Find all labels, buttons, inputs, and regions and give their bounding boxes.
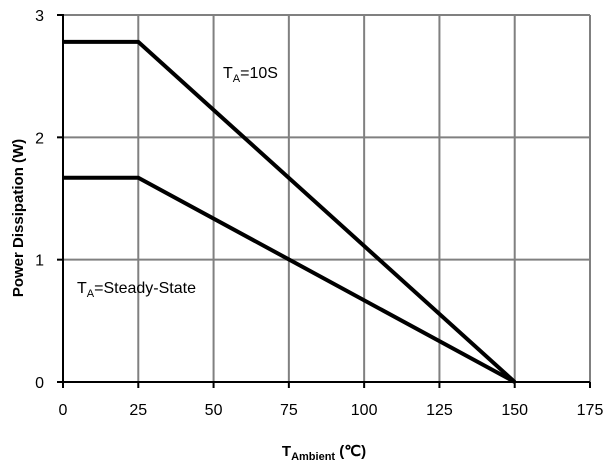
x-axis-title-main: T <box>282 443 291 460</box>
y-axis-title: Power Dissipation (W) <box>10 139 27 297</box>
x-axis-title-sub: Ambient <box>291 451 335 463</box>
x-tick-label: 125 <box>426 402 453 419</box>
x-axis-title: TAmbient (℃) <box>282 443 366 463</box>
y-tick-label: 2 <box>35 130 44 147</box>
x-axis-title-unit: (℃) <box>335 443 366 460</box>
y-tick-label: 1 <box>35 253 44 270</box>
x-tick-label: 50 <box>205 402 223 419</box>
tick-labels: 0 25 50 75 100 125 150 175 0 1 2 3 <box>35 8 603 419</box>
axes <box>57 14 591 388</box>
x-tick-label: 100 <box>351 402 378 419</box>
grid-lines <box>63 14 591 382</box>
x-tick-label: 0 <box>59 402 68 419</box>
y-tick-label: 3 <box>35 8 44 25</box>
series-label-steady-state: TA=Steady-State <box>77 280 196 300</box>
x-tick-label: 25 <box>129 402 147 419</box>
x-tick-label: 150 <box>501 402 528 419</box>
series-line-10s <box>63 39 517 384</box>
series-label-10s: TA=10S <box>223 65 278 85</box>
series-line-steady-state <box>63 175 516 384</box>
x-tick-label: 175 <box>577 402 604 419</box>
series-lines <box>63 39 517 384</box>
y-tick-label: 0 <box>35 375 44 392</box>
x-tick-label: 75 <box>280 402 298 419</box>
